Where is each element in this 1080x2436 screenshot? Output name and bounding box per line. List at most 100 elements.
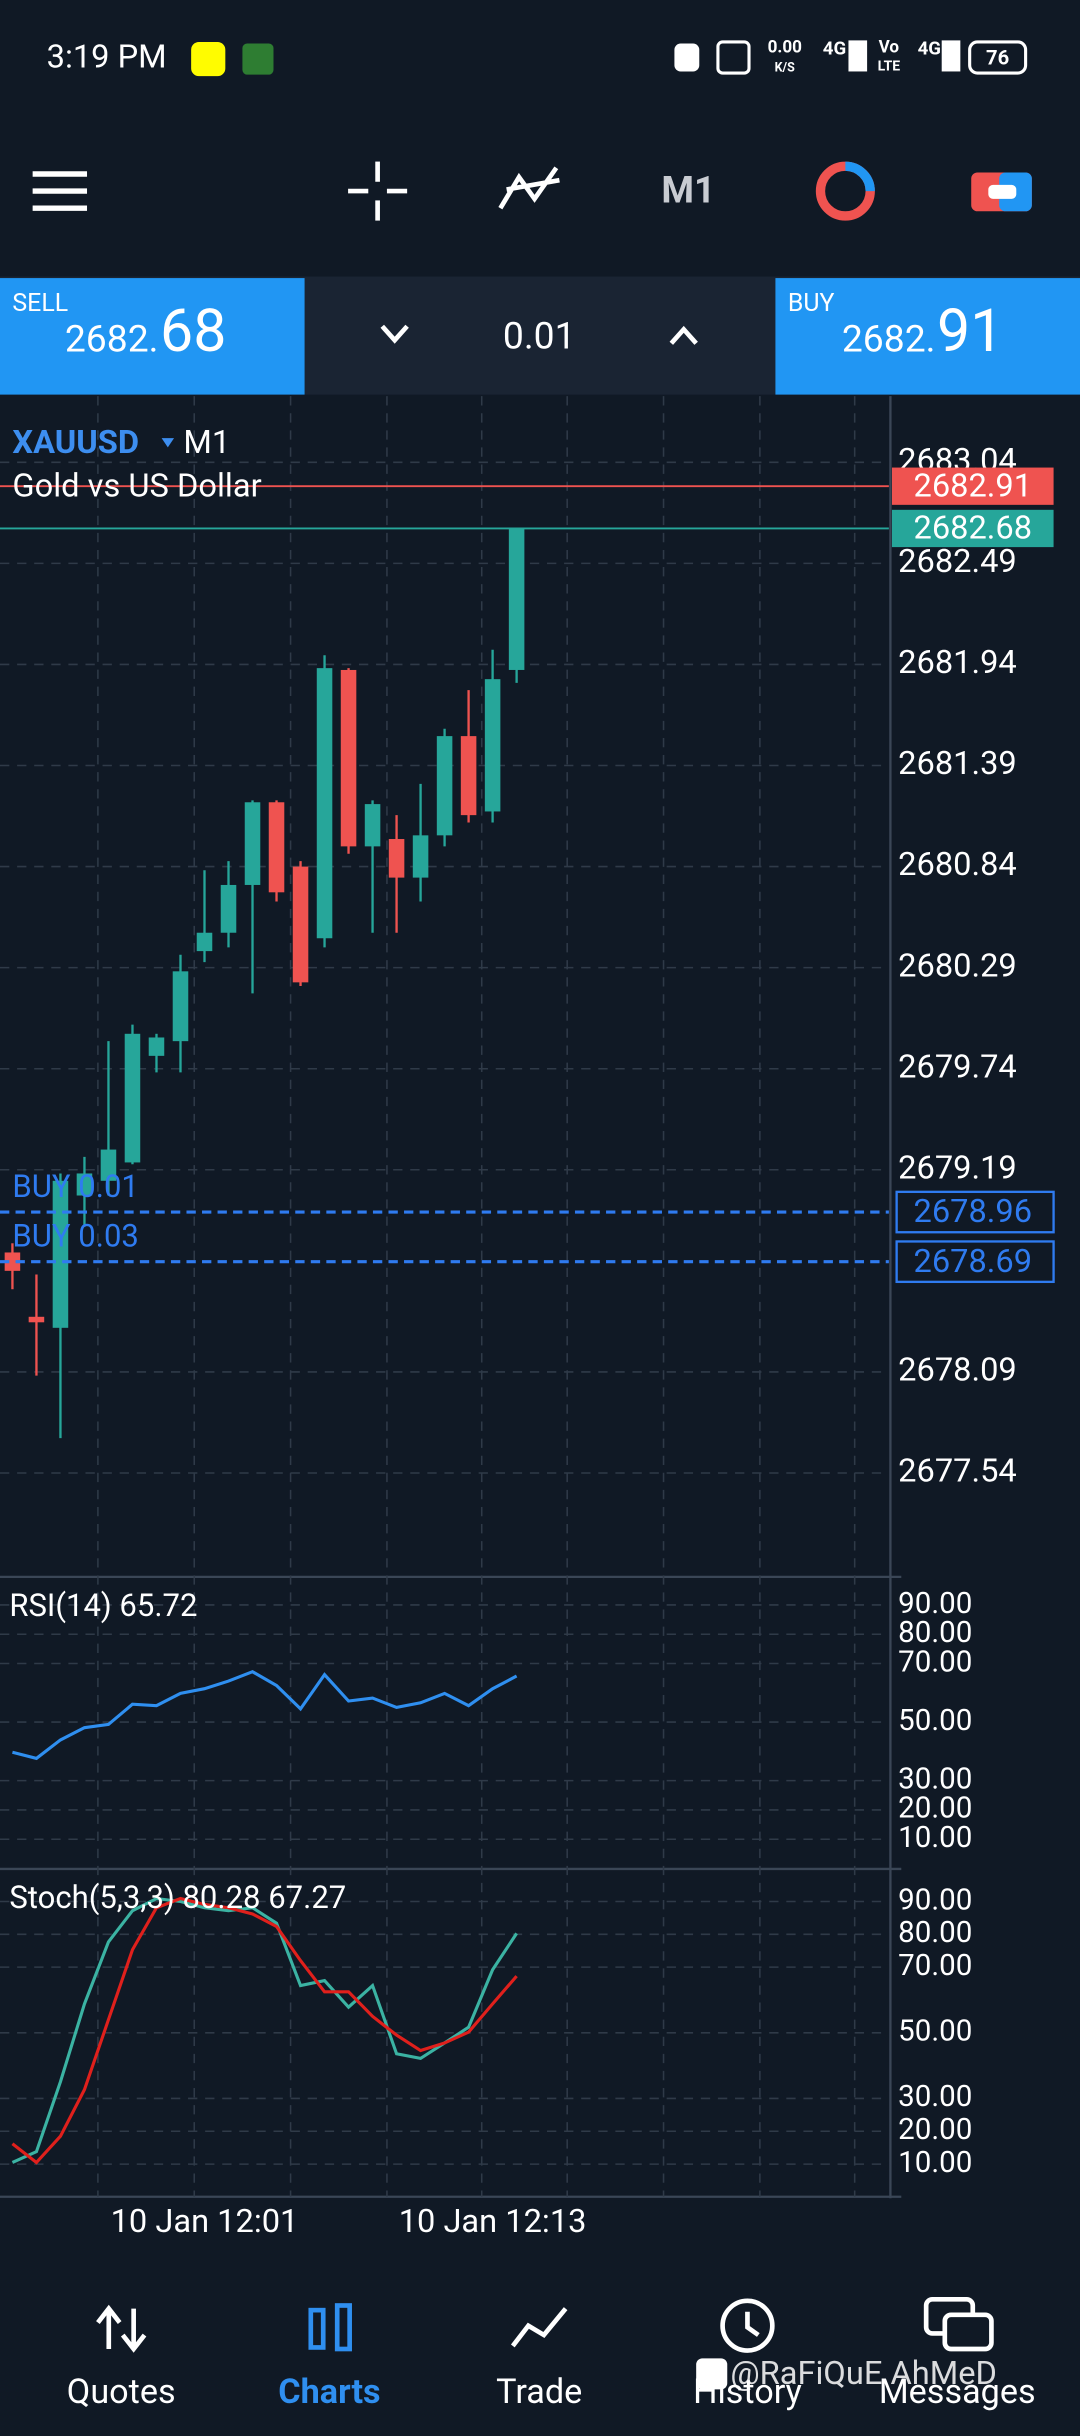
candle-body [244, 802, 261, 885]
quotes-icon [96, 2304, 147, 2353]
crosshair-button[interactable] [348, 161, 408, 221]
candle-body [388, 839, 405, 878]
volume-increase[interactable] [669, 325, 698, 345]
symbol[interactable]: XAUUSD [12, 423, 139, 461]
vibrate-icon [674, 43, 700, 72]
y-tick-label: 20.00 [898, 2113, 972, 2147]
y-tick-label: 2681.39 [898, 744, 1017, 782]
stoch-title: Stoch(5,3,3) 80.28 67.27 [9, 1879, 346, 1916]
price-label: 2682.91 [913, 466, 1032, 504]
battery-level: 76 [986, 45, 1009, 69]
clock: 3:19 PM [47, 38, 167, 76]
buy-price-pips: 91 [937, 297, 1003, 366]
network-type: 4G [823, 38, 846, 60]
candle-body [268, 802, 285, 893]
order-price: 2678.96 [913, 1192, 1032, 1230]
candle-body [220, 884, 237, 933]
indicators-button[interactable] [498, 166, 560, 210]
volte: Vo [879, 38, 900, 58]
nav-label: Charts [278, 2372, 380, 2412]
charts-icon [308, 2307, 326, 2350]
y-tick-label: 70.00 [898, 1949, 972, 1983]
nav-messages[interactable]: Messages [879, 2296, 1036, 2412]
y-tick-label: 80.00 [898, 1616, 972, 1650]
indicator-line [11, 1896, 518, 2165]
volte-sub: LTE [878, 58, 901, 74]
y-tick-label: 80.00 [898, 1916, 972, 1950]
candle-body [364, 804, 381, 847]
trade-icon-part [988, 184, 1017, 199]
order-price-box [895, 1190, 1055, 1234]
nav-charts[interactable]: Charts [278, 2303, 381, 2413]
candle-body [172, 971, 189, 1042]
nav-trade[interactable]: Trade [496, 2307, 582, 2412]
y-tick-label: 90.00 [898, 1587, 972, 1621]
candle-body [124, 1033, 141, 1163]
toolbar: M1 [32, 161, 1032, 221]
y-tick-label: 2679.19 [898, 1148, 1017, 1186]
x-tick-label: 10 Jan 12:01 [111, 2202, 299, 2240]
price-label-box [891, 509, 1054, 548]
menu-button[interactable] [32, 171, 88, 211]
chart-frame [0, 396, 902, 2199]
chart-timeframe: M1 [183, 423, 230, 461]
nav-quotes[interactable]: Quotes [67, 2304, 176, 2412]
candle-body [508, 528, 525, 670]
candle-body [436, 736, 453, 836]
y-tick-label: 2679.74 [898, 1047, 1017, 1085]
app-icon [242, 43, 274, 75]
y-tick-label: 90.00 [898, 1883, 972, 1917]
y-tick-label: 2681.94 [898, 643, 1017, 681]
candle-body [28, 1316, 45, 1323]
history-icon [720, 2298, 775, 2353]
y-tick-label: 70.00 [898, 1645, 972, 1679]
symbol-description: Gold vs US Dollar [12, 466, 261, 504]
symbol-dropdown[interactable] [161, 438, 175, 448]
y-tick-label: 50.00 [898, 1704, 972, 1738]
y-tick-label: 30.00 [898, 1762, 972, 1796]
order-label: BUY 0.01 [12, 1168, 138, 1205]
candle-body [148, 1037, 165, 1056]
y-tick-label: 10.00 [898, 1821, 972, 1855]
y-tick-label: 2678.09 [898, 1351, 1017, 1389]
candle-body [412, 835, 429, 878]
battery-icon [968, 40, 1028, 75]
volume[interactable]: 0.01 [503, 315, 576, 359]
messages-icon [942, 2312, 994, 2352]
trade-bar: SELL 2682. 68 0.01 BUY 2682. 91 [0, 276, 1080, 395]
signal-icon [848, 40, 868, 72]
sell-label: SELL [12, 289, 68, 318]
price-label: 2682.68 [913, 509, 1032, 547]
y-tick-label: 2682.49 [898, 542, 1017, 580]
y-tick-label: 50.00 [898, 2015, 972, 2049]
x-tick-label: 10 Jan 12:13 [399, 2202, 587, 2240]
sell-button[interactable] [0, 278, 305, 395]
price-label-box [891, 467, 1054, 505]
bottom-nav: Quotes Charts Trade History Messages @Ra… [67, 2296, 1036, 2413]
volume-decrease[interactable] [380, 324, 409, 344]
trade-icon [510, 2307, 568, 2348]
y-tick-label: 10.00 [898, 2146, 972, 2180]
objects-icon-part [845, 161, 875, 192]
candle-body [340, 669, 357, 847]
signal-icon [941, 40, 961, 72]
nav-label: Messages [879, 2372, 1036, 2412]
sell-price-pips: 68 [160, 297, 226, 366]
indicator-line [11, 1896, 518, 2164]
candle-body [292, 866, 309, 983]
timeframe-button[interactable]: M1 [661, 168, 715, 212]
y-tick-label: 20.00 [898, 1792, 972, 1826]
order-price-box [895, 1240, 1055, 1284]
buy-price-main: 2682. [842, 318, 936, 362]
facebook-icon [696, 2358, 728, 2390]
candle-body [460, 736, 477, 816]
nav-label: Quotes [67, 2372, 176, 2412]
history-icon [745, 2311, 760, 2337]
net-unit: K/S [775, 61, 796, 76]
sell-price-main: 2682. [65, 318, 159, 362]
buy-label: BUY [788, 289, 835, 318]
candle-body [484, 679, 501, 812]
buy-button[interactable] [775, 278, 1080, 395]
